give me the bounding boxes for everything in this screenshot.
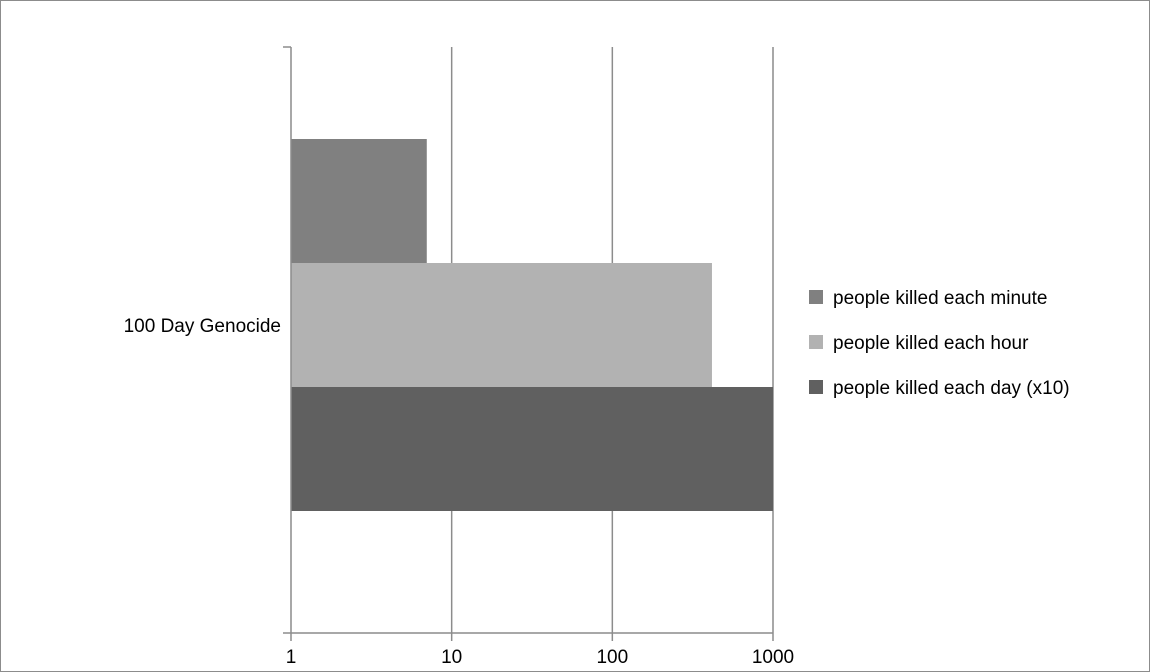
x-tick-label-1: 1 [286, 647, 297, 668]
bar-1 [291, 139, 427, 263]
category-label: 100 Day Genocide [124, 316, 281, 337]
x-tick-label-1000: 1000 [752, 647, 794, 668]
legend-label-3: people killed each day (x10) [833, 378, 1070, 399]
legend-swatch-3 [809, 380, 823, 394]
legend-label-2: people killed each hour [833, 333, 1029, 354]
legend-swatch-1 [809, 290, 823, 304]
legend-swatch-2 [809, 335, 823, 349]
bar-3 [291, 387, 773, 511]
legend-label-1: people killed each minute [833, 288, 1047, 309]
x-tick-label-100: 100 [596, 647, 628, 668]
bar-2 [291, 263, 712, 387]
x-tick-label-10: 10 [441, 647, 462, 668]
